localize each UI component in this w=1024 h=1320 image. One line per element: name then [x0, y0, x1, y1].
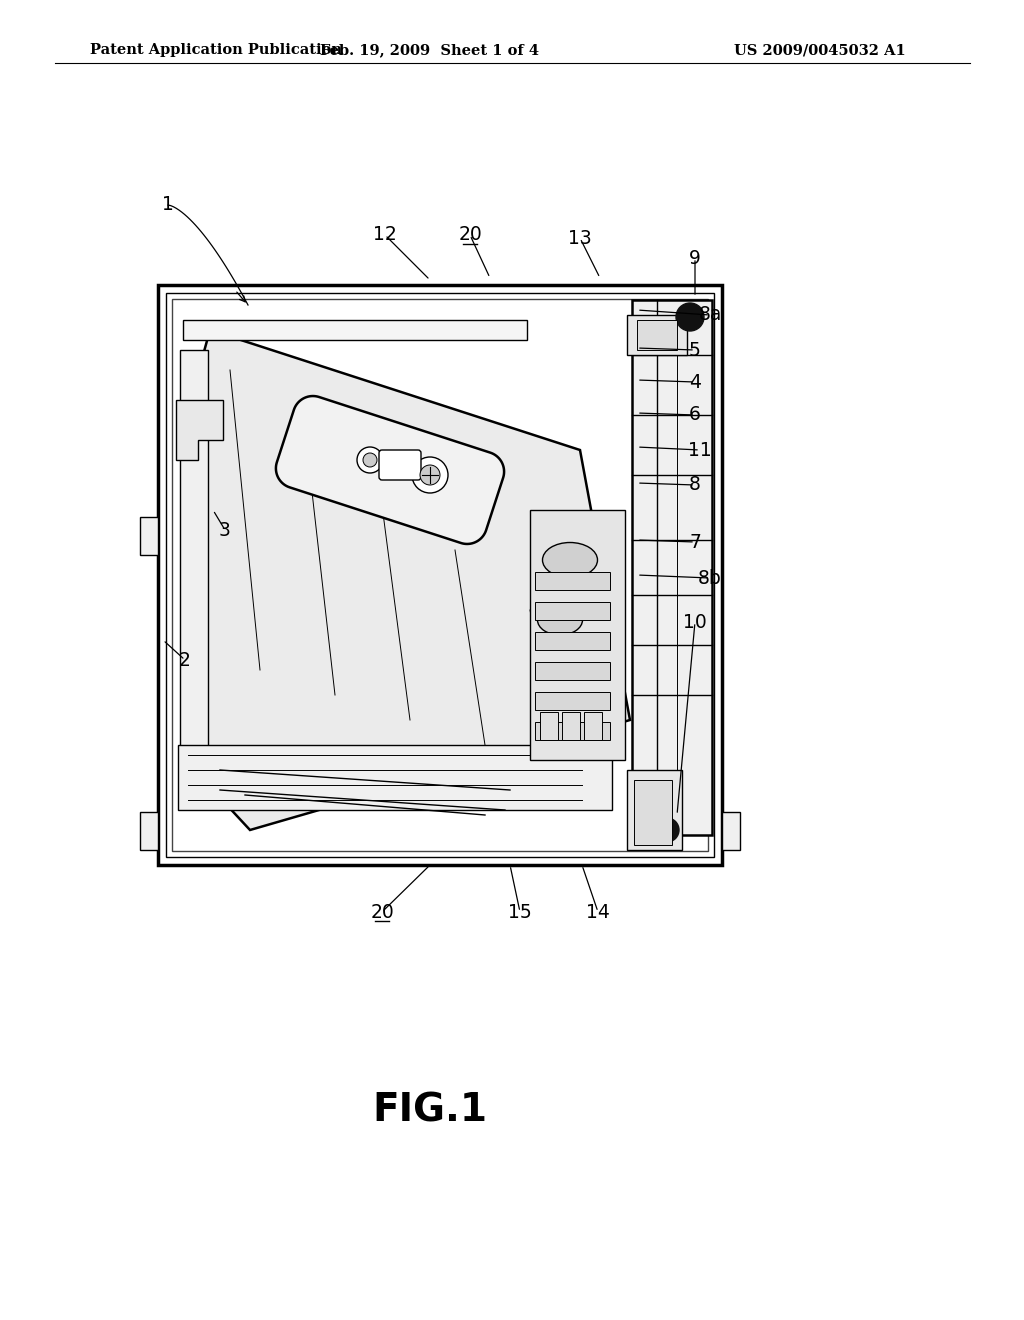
Bar: [632, 300, 712, 836]
Bar: [627, 770, 682, 850]
Polygon shape: [275, 396, 504, 544]
Text: 6: 6: [689, 405, 701, 425]
Bar: [637, 319, 677, 350]
Bar: [722, 812, 740, 850]
Bar: [530, 510, 625, 760]
Text: 8b: 8b: [698, 569, 722, 587]
Text: 2: 2: [179, 651, 190, 669]
Circle shape: [676, 304, 705, 331]
Bar: [183, 319, 527, 341]
Circle shape: [362, 453, 377, 467]
Bar: [540, 711, 558, 741]
Text: Feb. 19, 2009  Sheet 1 of 4: Feb. 19, 2009 Sheet 1 of 4: [321, 44, 540, 57]
Bar: [562, 711, 580, 741]
Polygon shape: [185, 330, 630, 830]
Circle shape: [420, 465, 440, 484]
Text: 9: 9: [689, 248, 701, 268]
Bar: [535, 663, 610, 680]
Bar: [172, 300, 708, 851]
Circle shape: [412, 457, 449, 492]
Bar: [627, 315, 687, 355]
Text: 8: 8: [689, 475, 701, 495]
Text: 1: 1: [162, 195, 174, 214]
Bar: [535, 692, 610, 710]
Text: 13: 13: [568, 228, 592, 248]
FancyBboxPatch shape: [379, 450, 421, 480]
Text: 7: 7: [689, 532, 701, 552]
Text: 4: 4: [689, 372, 701, 392]
Text: 3: 3: [219, 520, 231, 540]
Bar: [140, 517, 158, 554]
Bar: [535, 572, 610, 590]
Ellipse shape: [543, 543, 597, 578]
Text: Patent Application Publication: Patent Application Publication: [90, 44, 342, 57]
Text: 5: 5: [689, 341, 701, 359]
Text: 20: 20: [458, 226, 482, 244]
Text: 14: 14: [586, 903, 610, 921]
Bar: [535, 602, 610, 620]
Circle shape: [357, 447, 383, 473]
Polygon shape: [176, 400, 223, 459]
Bar: [535, 722, 610, 741]
Bar: [584, 711, 602, 741]
Text: 8a: 8a: [698, 305, 722, 325]
Bar: [158, 285, 722, 865]
Text: 15: 15: [508, 903, 531, 921]
Text: FIG.1: FIG.1: [373, 1092, 487, 1129]
Text: 20: 20: [370, 903, 394, 921]
Polygon shape: [180, 350, 208, 775]
Bar: [634, 780, 672, 845]
Text: 10: 10: [683, 612, 707, 631]
Text: 12: 12: [373, 226, 397, 244]
Bar: [166, 293, 714, 857]
Bar: [140, 812, 158, 850]
Text: 11: 11: [688, 441, 712, 459]
Text: US 2009/0045032 A1: US 2009/0045032 A1: [734, 44, 906, 57]
Bar: [535, 632, 610, 649]
Circle shape: [655, 818, 679, 842]
Ellipse shape: [538, 605, 583, 635]
Bar: [178, 744, 612, 810]
